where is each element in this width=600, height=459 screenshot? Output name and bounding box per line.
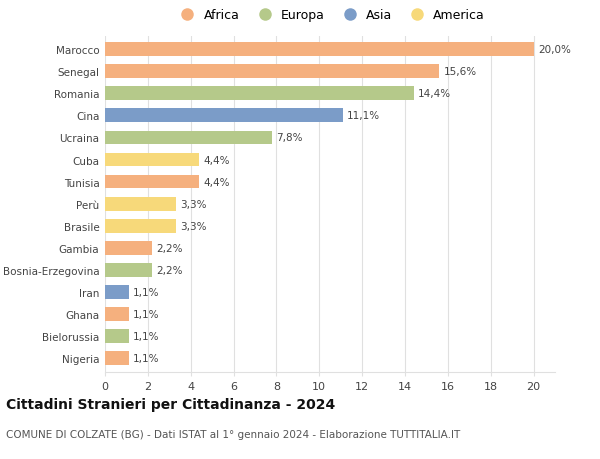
Text: 14,4%: 14,4% xyxy=(418,89,451,99)
Text: 1,1%: 1,1% xyxy=(133,309,160,319)
Bar xyxy=(105,65,439,79)
Bar xyxy=(105,352,128,365)
Bar xyxy=(105,153,199,167)
Text: 3,3%: 3,3% xyxy=(180,221,206,231)
Bar xyxy=(105,87,413,101)
Text: 3,3%: 3,3% xyxy=(180,199,206,209)
Text: 4,4%: 4,4% xyxy=(203,155,230,165)
Text: 1,1%: 1,1% xyxy=(133,353,160,364)
Bar xyxy=(105,241,152,255)
Text: 1,1%: 1,1% xyxy=(133,287,160,297)
Text: 2,2%: 2,2% xyxy=(157,265,183,275)
Bar xyxy=(105,175,199,189)
Text: 2,2%: 2,2% xyxy=(157,243,183,253)
Bar xyxy=(105,285,128,299)
Bar xyxy=(105,219,176,233)
Bar xyxy=(105,308,128,321)
Text: Cittadini Stranieri per Cittadinanza - 2024: Cittadini Stranieri per Cittadinanza - 2… xyxy=(6,397,335,411)
Bar xyxy=(105,43,533,57)
Bar xyxy=(105,263,152,277)
Text: 15,6%: 15,6% xyxy=(443,67,476,77)
Text: 1,1%: 1,1% xyxy=(133,331,160,341)
Text: COMUNE DI COLZATE (BG) - Dati ISTAT al 1° gennaio 2024 - Elaborazione TUTTITALIA: COMUNE DI COLZATE (BG) - Dati ISTAT al 1… xyxy=(6,429,460,439)
Text: 20,0%: 20,0% xyxy=(538,45,571,55)
Text: 11,1%: 11,1% xyxy=(347,111,380,121)
Bar xyxy=(105,109,343,123)
Bar xyxy=(105,197,176,211)
Bar xyxy=(105,131,272,145)
Bar xyxy=(105,330,128,343)
Text: 4,4%: 4,4% xyxy=(203,177,230,187)
Legend: Africa, Europa, Asia, America: Africa, Europa, Asia, America xyxy=(170,4,490,27)
Text: 7,8%: 7,8% xyxy=(277,133,303,143)
